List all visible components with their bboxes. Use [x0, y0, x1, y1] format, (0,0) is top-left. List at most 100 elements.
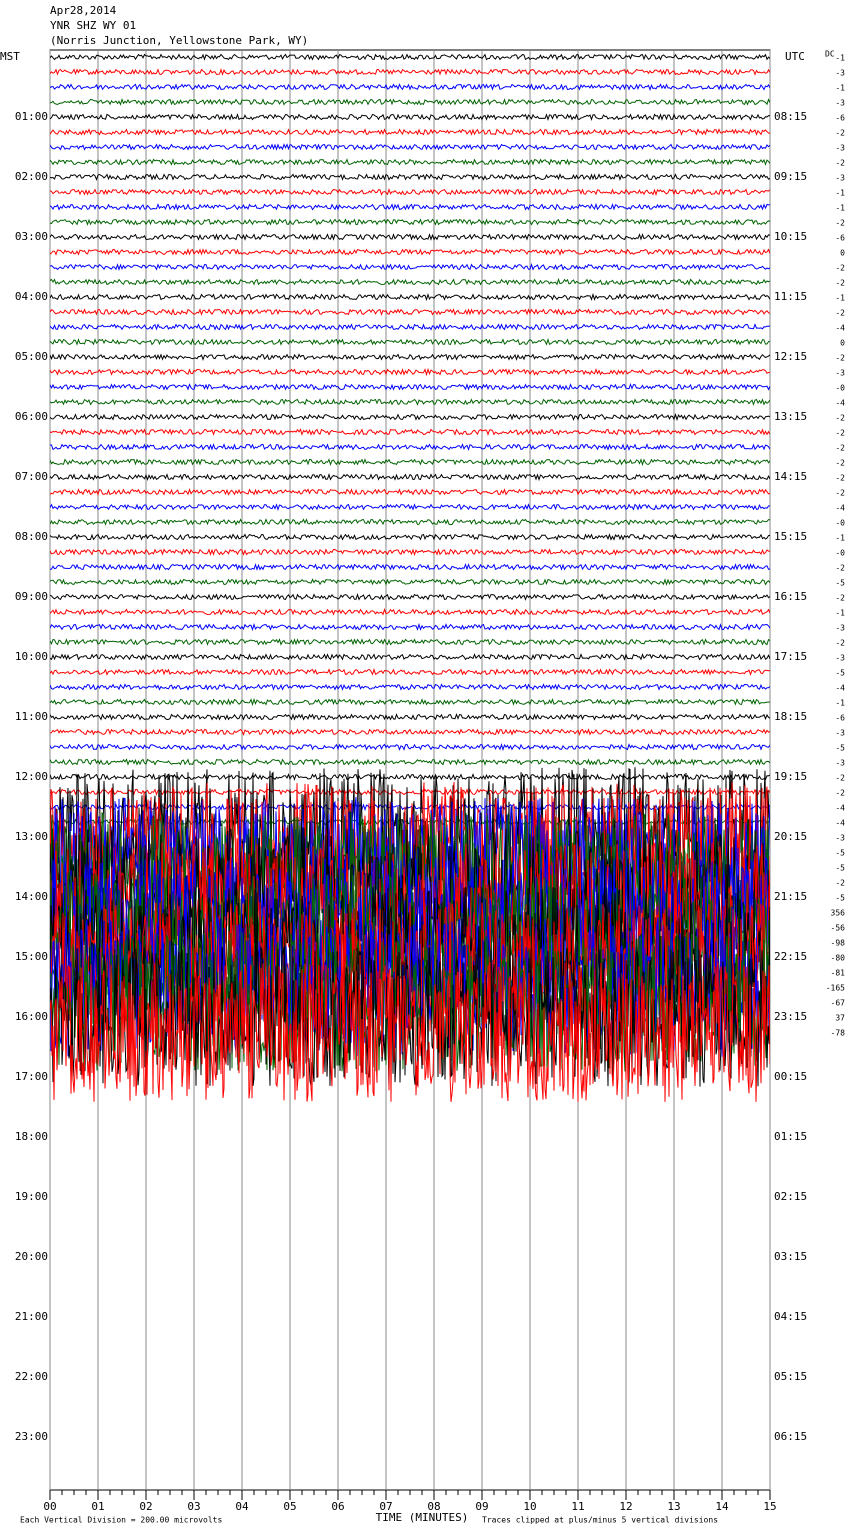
dc-offset: -4 — [835, 504, 845, 513]
hour-right: 13:15 — [774, 410, 807, 423]
trace — [50, 533, 770, 541]
hour-right: 01:15 — [774, 1130, 807, 1143]
trace — [50, 218, 770, 226]
dc-offset: -2 — [835, 564, 845, 573]
dc-offset: -2 — [835, 459, 845, 468]
dc-offset: -2 — [835, 279, 845, 288]
hour-left: 07:00 — [15, 470, 48, 483]
trace — [50, 353, 770, 362]
trace — [50, 458, 770, 467]
x-tick-label: 03 — [187, 1500, 200, 1513]
trace — [50, 337, 770, 346]
trace — [50, 796, 770, 937]
left-zone: MST — [0, 50, 20, 63]
dc-offset: -2 — [835, 129, 845, 138]
dc-offset: -2 — [835, 444, 845, 453]
hour-left: 23:00 — [15, 1430, 48, 1443]
hour-left: 10:00 — [15, 650, 48, 663]
dc-offset: -2 — [835, 789, 845, 798]
station: YNR SHZ WY 01 — [50, 19, 136, 32]
dc-offset: -3 — [835, 834, 845, 843]
hour-left: 12:00 — [15, 770, 48, 783]
x-tick-label: 00 — [43, 1500, 56, 1513]
dc-offset: -1 — [835, 84, 845, 93]
dc-offset: -2 — [835, 879, 845, 888]
trace — [50, 202, 770, 212]
hour-right: 19:15 — [774, 770, 807, 783]
trace — [50, 428, 770, 436]
trace — [50, 653, 770, 661]
hour-left: 05:00 — [15, 350, 48, 363]
trace — [50, 578, 770, 586]
dc-offset: -2 — [835, 159, 845, 168]
trace — [50, 292, 770, 302]
dc-offset: -1 — [835, 189, 845, 198]
hour-left: 11:00 — [15, 710, 48, 723]
trace — [50, 383, 770, 391]
clip-note: Traces clipped at plus/minus 5 vertical … — [482, 1516, 718, 1525]
trace — [50, 683, 770, 691]
trace — [50, 697, 770, 707]
hour-right: 03:15 — [774, 1250, 807, 1263]
hour-left: 02:00 — [15, 170, 48, 183]
hour-right: 12:15 — [774, 350, 807, 363]
dc-offset: -3 — [835, 144, 845, 153]
hour-left: 18:00 — [15, 1130, 48, 1143]
trace — [50, 788, 770, 797]
x-tick-label: 11 — [571, 1500, 584, 1513]
dc-offset: -2 — [835, 474, 845, 483]
x-tick-label: 10 — [523, 1500, 536, 1513]
trace — [50, 113, 770, 121]
dc-offset: -2 — [835, 429, 845, 438]
trace — [50, 503, 770, 511]
dc-offset: -2 — [835, 774, 845, 783]
trace — [50, 173, 770, 181]
dc-offset: -6 — [835, 714, 845, 723]
hour-left: 21:00 — [15, 1310, 48, 1323]
hour-left: 14:00 — [15, 890, 48, 903]
dc-offset: -1 — [835, 204, 845, 213]
dc-offset: -5 — [835, 849, 845, 858]
dc-offset: -78 — [831, 1029, 846, 1038]
hour-right: 06:15 — [774, 1430, 807, 1443]
trace — [50, 367, 770, 377]
hour-right: 08:15 — [774, 110, 807, 123]
location: (Norris Junction, Yellowstone Park, WY) — [50, 34, 308, 47]
hour-left: 09:00 — [15, 590, 48, 603]
hour-left: 15:00 — [15, 950, 48, 963]
dc-offset: -2 — [835, 489, 845, 498]
dc-offset: -1 — [835, 294, 845, 303]
scale-note: Each Vertical Division = 200.00 microvol… — [20, 1516, 222, 1525]
trace — [50, 472, 770, 482]
dc-offset: -3 — [835, 654, 845, 663]
trace — [50, 128, 770, 136]
trace — [50, 262, 770, 271]
trace — [50, 323, 770, 331]
hour-right: 14:15 — [774, 470, 807, 483]
dc-offset: -3 — [835, 759, 845, 768]
dc-offset: -4 — [835, 804, 845, 813]
dc-offset: -98 — [831, 939, 846, 948]
hour-right: 05:15 — [774, 1370, 807, 1383]
trace — [50, 758, 770, 766]
x-tick-label: 04 — [235, 1500, 249, 1513]
date: Apr28,2014 — [50, 4, 117, 17]
dc-offset: -1 — [835, 54, 845, 63]
trace — [50, 622, 770, 632]
hour-right: 04:15 — [774, 1310, 807, 1323]
hour-right: 15:15 — [774, 530, 807, 543]
x-tick-label: 08 — [427, 1500, 440, 1513]
trace — [50, 713, 770, 721]
dc-offset: -5 — [835, 669, 845, 678]
hour-left: 19:00 — [15, 1190, 48, 1203]
trace — [50, 97, 770, 106]
trace — [50, 158, 770, 166]
trace — [50, 667, 770, 677]
x-tick-label: 12 — [619, 1500, 632, 1513]
dc-offset: -0 — [835, 549, 845, 558]
dc-offset: -6 — [835, 114, 845, 123]
trace — [50, 607, 770, 616]
dc-offset: -4 — [835, 399, 845, 408]
x-tick-label: 14 — [715, 1500, 729, 1513]
hour-right: 17:15 — [774, 650, 807, 663]
